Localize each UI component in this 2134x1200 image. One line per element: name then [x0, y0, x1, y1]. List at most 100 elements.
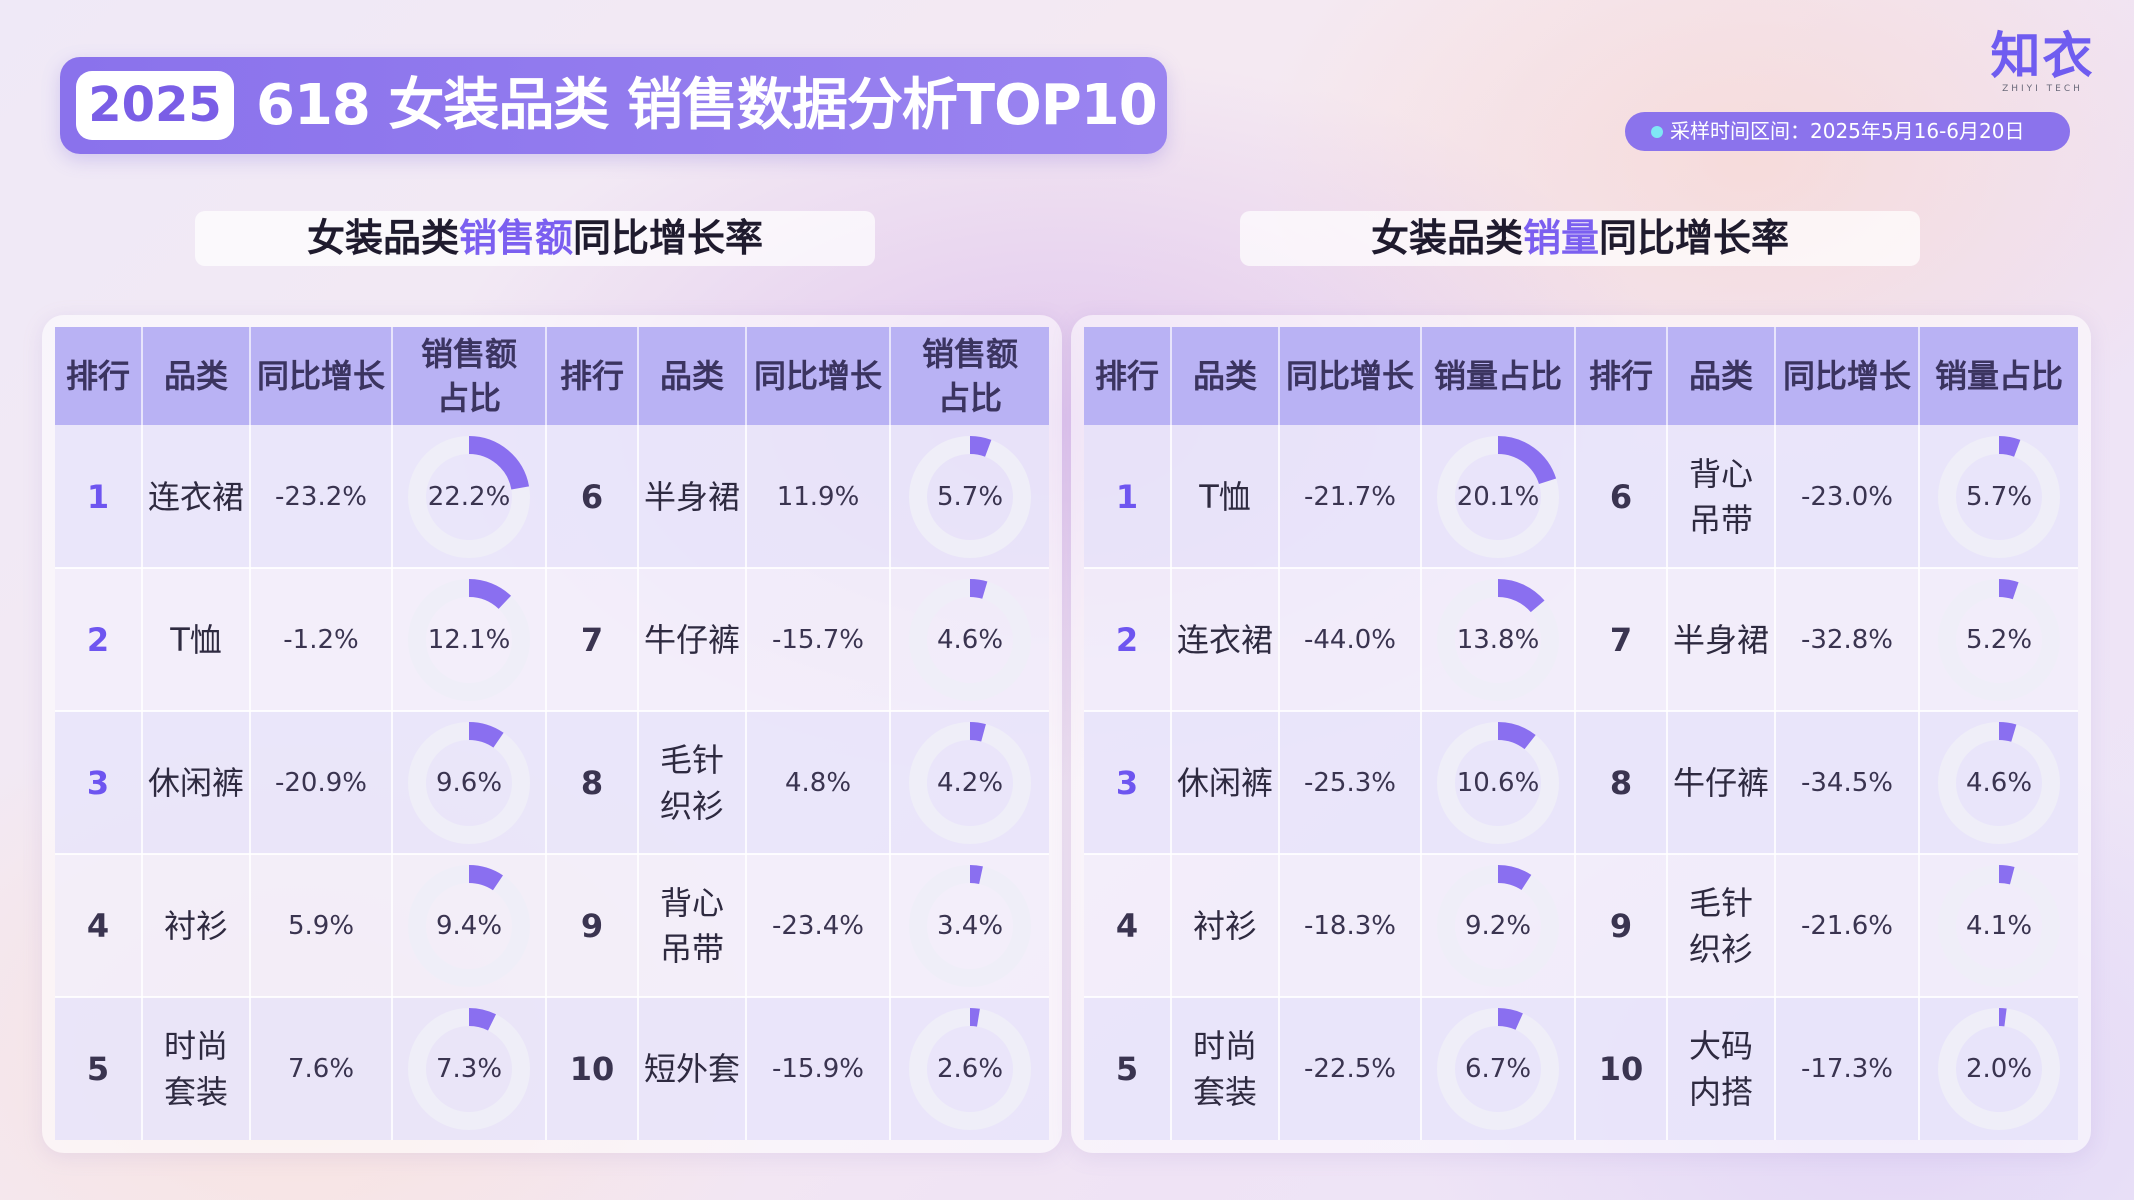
- table-cell: 4: [55, 854, 141, 997]
- rank-number: 6: [1609, 477, 1633, 516]
- yoy-growth: -20.9%: [275, 767, 367, 798]
- column-header: 销售额 占比: [391, 327, 545, 425]
- table-cell: 休闲裤: [1170, 711, 1278, 854]
- table-cell: -22.5%: [1278, 997, 1420, 1140]
- column-header: 同比增长: [1278, 327, 1420, 425]
- table-header-row: 排行 品类 同比增长 销量占比 排行 品类 同比增长 销量占比: [1084, 327, 2078, 425]
- table-cell: 5.9%: [249, 854, 391, 997]
- row-divider: [1084, 567, 2078, 569]
- table-cell: -21.6%: [1774, 854, 1918, 997]
- yoy-growth: -15.7%: [772, 624, 864, 655]
- table-row: 4 衬衫 -18.3% 9.2% 9 毛针 织衫 -21.6% 4.1%: [1084, 854, 2078, 997]
- table-cell: 7: [545, 568, 637, 711]
- share-donut: 13.8%: [1435, 577, 1561, 703]
- table-cell: 3.4%: [889, 854, 1049, 997]
- table-cell: -21.7%: [1278, 425, 1420, 568]
- rank-number: 10: [1598, 1049, 1644, 1088]
- share-donut: 4.6%: [1936, 720, 2062, 846]
- table-row: 5 时尚 套装 7.6% 7.3% 10 短外套 -15.9% 2.6%: [55, 997, 1049, 1140]
- rank-number: 9: [580, 906, 604, 945]
- table-cell: -20.9%: [249, 711, 391, 854]
- row-divider: [55, 853, 1049, 855]
- sampling-period-text: 采样时间区间：2025年5月16-6月20日: [1670, 119, 2025, 143]
- share-value-label: 7.3%: [435, 1053, 503, 1084]
- yoy-growth: -18.3%: [1304, 910, 1396, 941]
- category-name: 休闲裤: [1176, 763, 1273, 802]
- table-cell: -23.4%: [745, 854, 889, 997]
- table-cell: 毛针 织衫: [1666, 854, 1774, 997]
- share-value-label: 10.6%: [1456, 767, 1540, 798]
- table-cell: 背心 吊带: [1666, 425, 1774, 568]
- table-cell: 半身裙: [1666, 568, 1774, 711]
- donut-share-arc: [1998, 435, 2021, 457]
- donut-share-arc: [468, 721, 504, 748]
- yoy-growth: -25.3%: [1304, 767, 1396, 798]
- table-cell: 9.2%: [1420, 854, 1574, 997]
- share-value-label: 13.8%: [1456, 624, 1540, 655]
- donut-chart: [1437, 1007, 1559, 1130]
- category-name: 毛针 织衫: [659, 740, 724, 825]
- table-cell: 4.8%: [745, 711, 889, 854]
- share-value-label: 5.7%: [936, 481, 1004, 512]
- yoy-growth: -21.7%: [1304, 481, 1396, 512]
- rank-number: 8: [580, 763, 604, 802]
- table-row: 2 T恤 -1.2% 12.1% 7 牛仔裤 -15.7% 4.6%: [55, 568, 1049, 711]
- share-donut: 5.2%: [1936, 577, 2062, 703]
- table-cell: 9.4%: [391, 854, 545, 997]
- column-header: 排行: [1574, 327, 1666, 425]
- share-donut: 4.6%: [907, 577, 1033, 703]
- share-donut: 2.6%: [907, 1006, 1033, 1132]
- donut-share-arc: [969, 864, 983, 884]
- rank-number: 4: [86, 906, 110, 945]
- donut-share-arc: [1497, 1007, 1523, 1030]
- yoy-growth: -34.5%: [1801, 767, 1893, 798]
- rank-number: 9: [1609, 906, 1633, 945]
- yoy-growth: 4.8%: [784, 767, 852, 798]
- column-header: 销售额 占比: [889, 327, 1049, 425]
- yoy-growth: -1.2%: [283, 624, 359, 655]
- yoy-growth: 7.6%: [287, 1053, 355, 1084]
- rank-number: 10: [569, 1049, 615, 1088]
- category-name: 时尚 套装: [1192, 1026, 1257, 1111]
- table-cell: 6: [1574, 425, 1666, 568]
- category-name: 半身裙: [1672, 620, 1769, 659]
- table-cell: 3: [1084, 711, 1170, 854]
- share-donut: 5.7%: [907, 434, 1033, 560]
- category-name: 大码 内搭: [1688, 1026, 1753, 1111]
- share-donut: 9.2%: [1435, 863, 1561, 989]
- donut-share-arc: [1998, 864, 2015, 884]
- table-cell: 5.7%: [889, 425, 1049, 568]
- yoy-growth: -22.5%: [1304, 1053, 1396, 1084]
- yoy-growth: -44.0%: [1304, 624, 1396, 655]
- donut-chart: [909, 721, 1031, 844]
- title-highlight: 销量: [1522, 216, 1599, 260]
- table-cell: 5: [1084, 997, 1170, 1140]
- table-cell: 1: [55, 425, 141, 568]
- donut-share-arc: [1497, 721, 1536, 749]
- table-row: 3 休闲裤 -20.9% 9.6% 8 毛针 织衫 4.8% 4.2%: [55, 711, 1049, 854]
- table-row: 1 T恤 -21.7% 20.1% 6 背心 吊带 -23.0% 5.7%: [1084, 425, 2078, 568]
- table-cell: -15.7%: [745, 568, 889, 711]
- table-cell: -1.2%: [249, 568, 391, 711]
- table-cell: 4.6%: [1918, 711, 2078, 854]
- title-banner: 2025 618 女装品类 销售数据分析TOP10: [60, 57, 1167, 154]
- table-row: 3 休闲裤 -25.3% 10.6% 8 牛仔裤 -34.5% 4.6%: [1084, 711, 2078, 854]
- rank-number: 5: [86, 1049, 110, 1088]
- share-donut: 3.4%: [907, 863, 1033, 989]
- category-name: 休闲裤: [147, 763, 244, 802]
- donut-chart: [1938, 1007, 2060, 1130]
- table-cell: 13.8%: [1420, 568, 1574, 711]
- column-header: 排行: [1094, 357, 1159, 395]
- share-value-label: 9.4%: [435, 910, 503, 941]
- logo-subtext: ZHIYI TECH: [2002, 84, 2083, 94]
- column-header: 同比增长: [745, 327, 889, 425]
- table-cell: 背心 吊带: [637, 854, 745, 997]
- category-name: 背心 吊带: [659, 883, 724, 968]
- donut-share-arc: [468, 578, 512, 609]
- yoy-growth: -23.4%: [772, 910, 864, 941]
- donut-chart: [408, 435, 530, 558]
- table-cell: -34.5%: [1774, 711, 1918, 854]
- table-cell: 4.1%: [1918, 854, 2078, 997]
- share-value-label: 3.4%: [936, 910, 1004, 941]
- share-value-label: 5.7%: [1965, 481, 2033, 512]
